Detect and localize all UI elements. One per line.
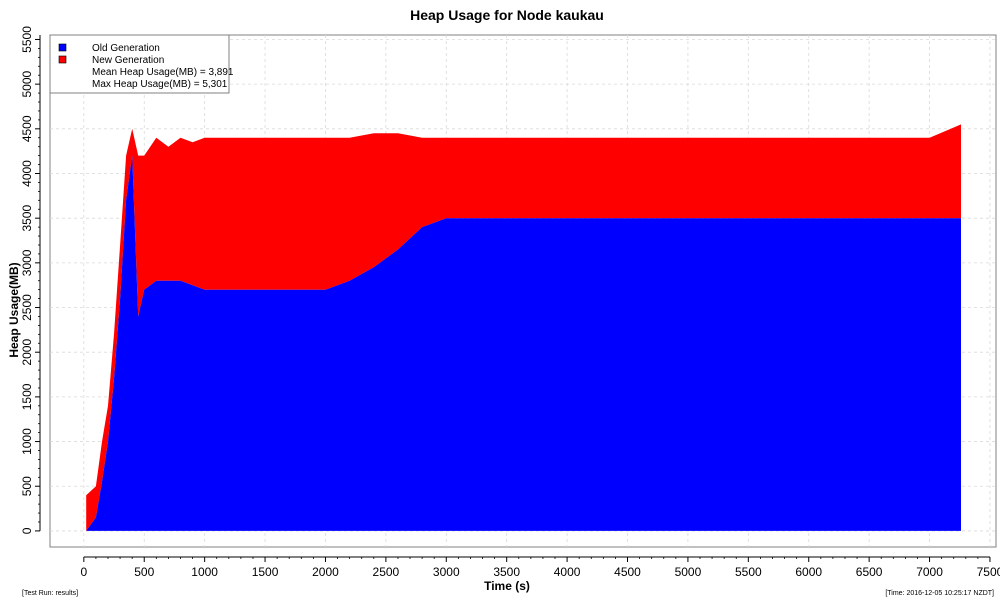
x-tick-label: 4000 [554,565,581,579]
y-tick-label: 500 [20,476,34,496]
legend-swatch-old-generation [58,43,67,52]
x-tick-label: 7000 [916,565,943,579]
x-tick-label: 6000 [795,565,822,579]
x-tick-label: 500 [134,565,154,579]
legend-mean-heap: Mean Heap Usage(MB) = 3,891 [92,67,234,78]
area-old-generation [86,155,961,531]
y-tick-label: 4000 [20,160,34,187]
legend: Old Generation New Generation Mean Heap … [49,34,234,94]
y-tick-label: 5500 [20,26,34,53]
x-tick-label: 3000 [433,565,460,579]
y-tick-label: 2500 [20,294,34,321]
x-tick-label: 2500 [373,565,400,579]
x-tick-label: 1500 [252,565,279,579]
legend-max-heap: Max Heap Usage(MB) = 5,301 [92,79,228,90]
x-tick-label: 5000 [675,565,702,579]
area-new-generation [86,124,961,531]
x-tick-label: 1000 [191,565,218,579]
x-tick-label: 7500 [977,565,1000,579]
y-tick-label: 3500 [20,205,34,232]
footer-timestamp: [Time: 2016-12-05 10:25:17 NZDT] [885,590,994,597]
y-tick-label: 3000 [20,249,34,276]
y-tick-label: 5000 [20,70,34,97]
x-tick-label: 0 [80,565,87,579]
x-tick-label: 3500 [493,565,520,579]
x-tick-label: 2000 [312,565,339,579]
y-tick-label: 1500 [20,383,34,410]
data-areas [86,124,961,531]
y-tick-label: 2000 [20,339,34,366]
legend-box [49,34,230,94]
y-tick-label: 1000 [20,428,34,455]
legend-label-old-generation: Old Generation [92,43,160,54]
x-tick-label: 4500 [614,565,641,579]
chart-title: Heap Usage for Node kaukau [410,7,604,23]
x-axis-label: Time (s) [484,579,530,593]
x-tick-label: 6500 [856,565,883,579]
y-tick-label: 0 [20,527,34,534]
y-axis-label: Heap Usage(MB) [7,262,21,357]
axes: 0500100015002000250030003500400045005000… [20,26,1000,579]
legend-label-new-generation: New Generation [92,55,164,66]
y-tick-label: 4500 [20,115,34,142]
footer-test-run: [Test Run: results] [22,590,79,597]
x-tick-label: 5500 [735,565,762,579]
legend-swatch-new-generation [58,55,67,64]
